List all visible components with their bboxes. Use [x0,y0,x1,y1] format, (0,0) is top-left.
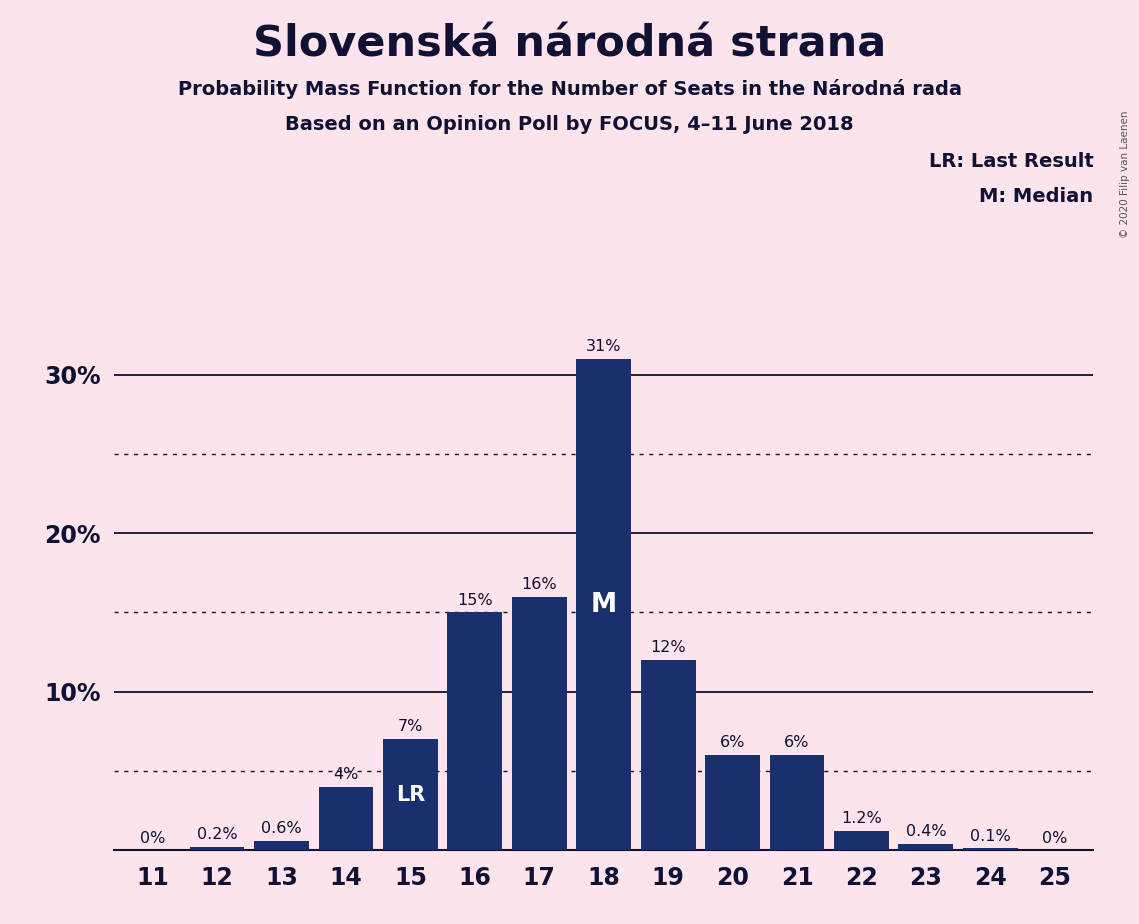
Text: 0.6%: 0.6% [261,821,302,836]
Text: 16%: 16% [522,577,557,592]
Text: Slovenská národná strana: Slovenská národná strana [253,23,886,65]
Bar [383,739,437,850]
Bar [448,613,502,850]
Text: 0%: 0% [140,831,165,846]
Text: 31%: 31% [585,339,622,354]
Text: © 2020 Filip van Laenen: © 2020 Filip van Laenen [1120,111,1130,238]
Text: Based on an Opinion Poll by FOCUS, 4–11 June 2018: Based on an Opinion Poll by FOCUS, 4–11 … [285,116,854,135]
Bar [834,831,888,850]
Text: 15%: 15% [457,592,492,608]
Bar [641,660,696,850]
Bar [319,786,374,850]
Text: LR: LR [395,784,425,805]
Text: 0.2%: 0.2% [197,827,237,842]
Text: 4%: 4% [334,767,359,782]
Text: M: Median: M: Median [980,187,1093,206]
Text: 6%: 6% [720,736,745,750]
Text: 6%: 6% [785,736,810,750]
Bar [899,844,953,850]
Text: 0%: 0% [1042,831,1067,846]
Bar [189,847,245,850]
Bar [576,359,631,850]
Bar [511,597,566,850]
Text: 7%: 7% [398,720,423,735]
Bar [705,755,760,850]
Text: LR: Last Result: LR: Last Result [928,152,1093,172]
Text: 12%: 12% [650,640,686,655]
Text: 0.4%: 0.4% [906,824,947,839]
Text: 0.1%: 0.1% [970,829,1010,844]
Bar [254,841,309,850]
Text: Probability Mass Function for the Number of Seats in the Národná rada: Probability Mass Function for the Number… [178,79,961,99]
Bar [962,848,1018,850]
Text: M: M [591,591,616,617]
Bar [770,755,825,850]
Text: 1.2%: 1.2% [841,811,882,826]
